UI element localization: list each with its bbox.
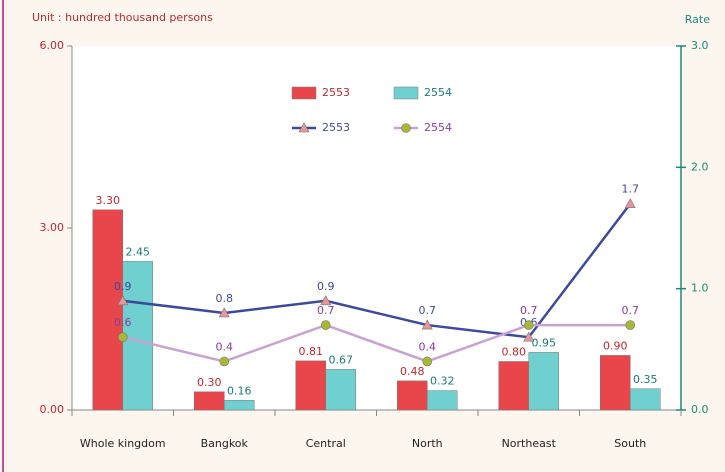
- marker: [625, 320, 636, 330]
- bar-value-label: 0.81: [299, 345, 324, 358]
- marker: [422, 356, 433, 367]
- line-value-label: 0.7: [520, 304, 538, 317]
- bar-value-label: 0.48: [400, 365, 425, 378]
- marker: [117, 295, 129, 306]
- bar: [600, 355, 631, 411]
- bar: [295, 360, 326, 411]
- plot-area: [72, 46, 681, 410]
- line-value-label: 0.4: [419, 340, 437, 353]
- x-tick-label: Northeast: [502, 437, 557, 450]
- marker: [218, 307, 230, 318]
- y2-tick-label: 2.0: [691, 160, 709, 173]
- line-value-label: 0.6: [114, 316, 132, 329]
- x-tick-label: Central: [306, 437, 346, 450]
- bar-value-label: 2.45: [126, 245, 151, 258]
- bar: [122, 261, 153, 411]
- legend-marker: [298, 122, 310, 133]
- marker: [421, 319, 433, 330]
- y-tick-label: 6.00: [40, 39, 65, 52]
- legend-label: 2554: [424, 121, 452, 134]
- marker: [117, 332, 128, 343]
- x-tick-label: Bangkok: [201, 437, 249, 450]
- bar-value-label: 0.90: [603, 339, 628, 352]
- bar: [397, 380, 428, 411]
- legend-label: 2553: [322, 86, 350, 99]
- line-value-label: 0.7: [419, 304, 437, 317]
- marker: [320, 295, 332, 306]
- bar: [92, 209, 123, 411]
- line: [122, 323, 631, 363]
- bar: [224, 400, 255, 411]
- y-axis-label: Unit : hundred thousand persons: [32, 11, 213, 24]
- line-value-label: 0.7: [622, 304, 640, 317]
- marker: [523, 320, 534, 330]
- legend-swatch: [393, 86, 419, 100]
- marker: [523, 331, 535, 342]
- bar-value-label: 0.35: [633, 373, 658, 386]
- bar-value-label: 3.30: [96, 194, 121, 207]
- bar-value-label: 0.95: [532, 336, 557, 349]
- bar-value-label: 0.16: [227, 384, 252, 397]
- bar: [194, 391, 225, 411]
- bar: [528, 352, 559, 411]
- line-value-label: 1.7: [622, 183, 640, 196]
- line-value-label: 0.7: [317, 304, 335, 317]
- y2-tick-label: 0.0: [691, 403, 709, 416]
- line-value-label: 0.9: [317, 280, 335, 293]
- bar: [427, 390, 458, 411]
- legend-label: 2554: [424, 86, 452, 99]
- legend-swatch: [291, 86, 317, 100]
- line-value-label: 0.9: [114, 280, 132, 293]
- line-value-label: 0.8: [216, 292, 234, 305]
- marker: [624, 198, 636, 209]
- bar: [630, 388, 661, 411]
- y2-axis-label: Rate: [685, 13, 710, 26]
- bar-value-label: 0.32: [430, 375, 455, 388]
- y-tick-label: 3.00: [40, 221, 65, 234]
- legend-label: 2553: [322, 121, 350, 134]
- marker: [320, 320, 331, 330]
- x-tick-label: South: [614, 437, 646, 450]
- x-tick-label: North: [412, 437, 443, 450]
- bar-value-label: 0.30: [197, 376, 222, 389]
- line: [122, 202, 632, 339]
- bar-value-label: 0.80: [502, 345, 527, 358]
- x-tick-label: Whole kingdom: [80, 437, 166, 450]
- y-tick-label: 0.00: [40, 403, 65, 416]
- bar: [325, 369, 356, 411]
- marker: [219, 356, 230, 367]
- line-value-label: 0.4: [216, 340, 234, 353]
- y2-tick-label: 1.0: [691, 282, 709, 295]
- bar: [498, 361, 529, 411]
- bar-value-label: 0.67: [329, 353, 354, 366]
- legend-marker: [401, 123, 411, 133]
- y2-tick-label: 3.0: [691, 39, 709, 52]
